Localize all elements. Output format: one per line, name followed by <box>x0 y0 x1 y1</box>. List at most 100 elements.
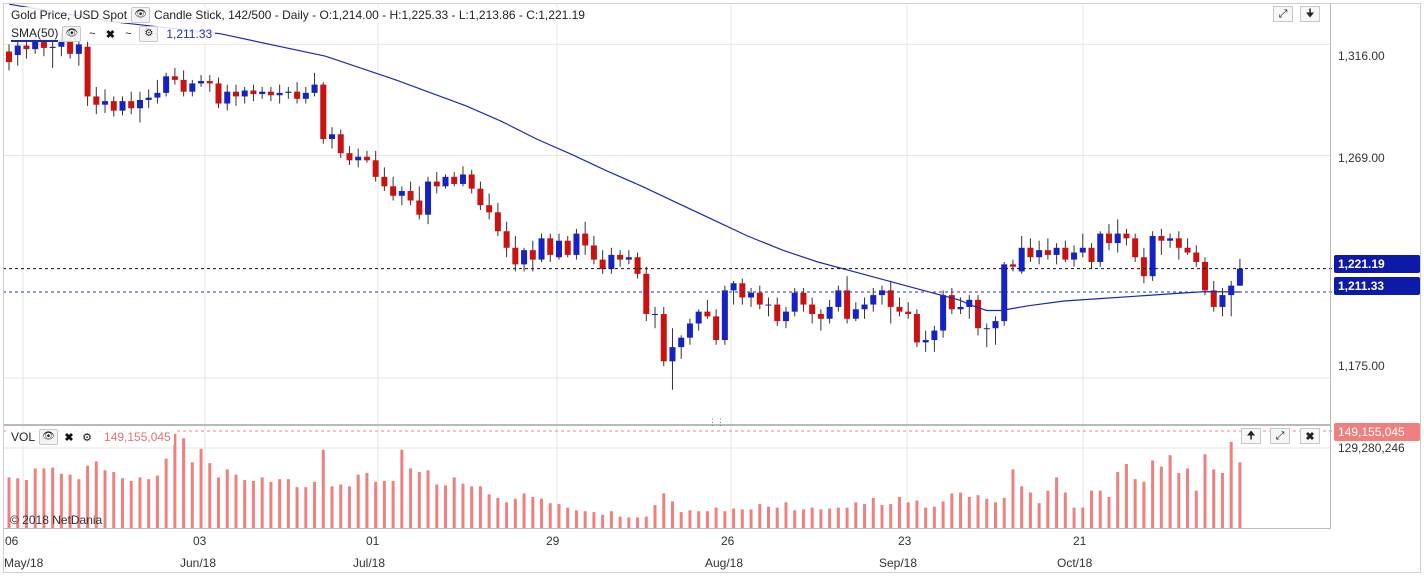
sma-close-icon[interactable]: ✖ <box>105 28 115 41</box>
volume-bar-87 <box>767 506 771 529</box>
candle-body-25 <box>224 91 231 104</box>
candle-body-108 <box>948 295 955 310</box>
date-label-6: 21 <box>1073 534 1087 548</box>
candle-body-49 <box>433 181 440 187</box>
volume-bar-99 <box>871 497 875 529</box>
sma-gear-icon[interactable]: ⚙ <box>139 26 159 42</box>
volume-bar-97 <box>854 502 858 529</box>
candle-body-99 <box>870 295 877 305</box>
volume-bar-67 <box>592 512 596 529</box>
candle-body-35 <box>311 84 318 93</box>
candle-body-113 <box>992 321 999 329</box>
candle-body-106 <box>931 330 938 341</box>
copyright-text: © 2018 NetDania <box>10 513 103 527</box>
candle-body-131 <box>1149 235 1156 277</box>
volume-bar-94 <box>828 508 832 529</box>
volume-bar-7 <box>68 474 72 529</box>
candle-body-73 <box>643 273 650 315</box>
candle-body-70 <box>617 254 624 260</box>
volume-bar-10 <box>94 461 98 529</box>
sma-eye-icon[interactable]: 👁 <box>62 26 82 42</box>
volume-bar-140 <box>1229 441 1233 529</box>
volume-bar-139 <box>1220 472 1224 529</box>
volume-bar-117 <box>1028 492 1032 529</box>
candle-body-94 <box>826 306 833 319</box>
candle-body-63 <box>555 240 562 258</box>
candle-body-136 <box>1193 252 1200 262</box>
volume-bar-137 <box>1203 454 1207 529</box>
volume-bar-76 <box>670 501 674 529</box>
volume-bar-29 <box>260 477 264 529</box>
date-label-0: 06 <box>5 534 19 548</box>
volume-bar-77 <box>679 512 683 529</box>
candle-body-64 <box>564 240 571 255</box>
candle-body-109 <box>957 306 964 310</box>
candle-body-60 <box>529 250 536 260</box>
arrow-down-icon[interactable]: 🠋 <box>1300 6 1320 22</box>
candle-body-5 <box>49 46 56 48</box>
volume-bar-17 <box>155 475 159 529</box>
candle-body-2 <box>23 45 30 50</box>
candle-body-114 <box>1001 264 1008 322</box>
eye-icon[interactable]: 👁 <box>131 7 151 23</box>
volume-eye-icon[interactable]: 👁 <box>39 429 59 445</box>
candle-body-134 <box>1175 238 1182 248</box>
candle-body-55 <box>486 205 493 213</box>
price-axis-label-2: 1,175.00 <box>1338 359 1385 373</box>
candle-body-14 <box>128 101 135 109</box>
candle-body-3 <box>32 40 39 50</box>
chart-description: Candle Stick, 142/500 - Daily - O:1,214.… <box>154 8 585 22</box>
volume-bar-114 <box>1002 497 1006 529</box>
volume-bar-71 <box>627 517 631 529</box>
candle-body-22 <box>198 81 205 84</box>
volume-bar-80 <box>705 511 709 529</box>
volume-bar-45 <box>400 449 404 529</box>
candle-body-29 <box>259 91 266 95</box>
sma-label: SMA(50) <box>11 26 59 42</box>
volume-expand-icon[interactable]: ⤢ <box>1270 428 1290 444</box>
candle-body-16 <box>145 97 152 100</box>
volume-bar-57 <box>505 502 509 529</box>
candle-body-28 <box>250 90 257 95</box>
candle-body-93 <box>817 314 824 319</box>
candle-body-96 <box>844 290 851 319</box>
price-axis-label-1: 1,269.00 <box>1338 151 1385 165</box>
candle-body-118 <box>1036 250 1043 258</box>
candle-body-50 <box>442 176 449 187</box>
last-price-tag: 1,221.19 <box>1334 255 1420 273</box>
volume-bar-130 <box>1142 481 1146 529</box>
candle-body-38 <box>337 134 344 154</box>
volume-bar-103 <box>906 502 910 529</box>
volume-bar-134 <box>1177 472 1181 529</box>
panel-resize-handle[interactable]: ⋮⋮ <box>708 417 725 427</box>
volume-bar-110 <box>967 496 971 529</box>
volume-bar-79 <box>697 511 701 529</box>
volume-bar-69 <box>609 511 613 529</box>
volume-bar-34 <box>304 487 308 529</box>
volume-bar-47 <box>417 472 421 529</box>
candle-body-21 <box>189 83 196 92</box>
expand-icon[interactable]: ⤢ <box>1273 6 1293 22</box>
volume-gear-icon[interactable]: ⚙ <box>82 431 92 444</box>
volume-bar-36 <box>321 449 325 529</box>
volume-bar-127 <box>1116 472 1120 529</box>
volume-bar-50 <box>444 485 447 529</box>
volume-bar-43 <box>382 480 386 529</box>
candle-body-42 <box>372 160 379 177</box>
candle-body-89 <box>782 311 789 322</box>
volume-bar-35 <box>313 481 317 529</box>
candle-body-13 <box>119 101 126 111</box>
candle-body-95 <box>835 290 842 307</box>
volume-bar-51 <box>452 477 456 529</box>
volume-bar-92 <box>810 507 814 529</box>
candle-body-104 <box>913 314 920 343</box>
candle-body-127 <box>1114 233 1121 244</box>
volume-arrow-up-icon[interactable]: 🠉 <box>1241 428 1261 444</box>
candle-body-120 <box>1053 247 1060 255</box>
candle-body-101 <box>887 290 894 307</box>
volume-close-icon[interactable]: ✖ <box>64 431 74 444</box>
candle-body-47 <box>416 200 423 215</box>
volume-bar-54 <box>478 486 482 529</box>
volume-close-button[interactable]: ✖ <box>1300 428 1320 444</box>
candle-body-20 <box>180 79 187 92</box>
